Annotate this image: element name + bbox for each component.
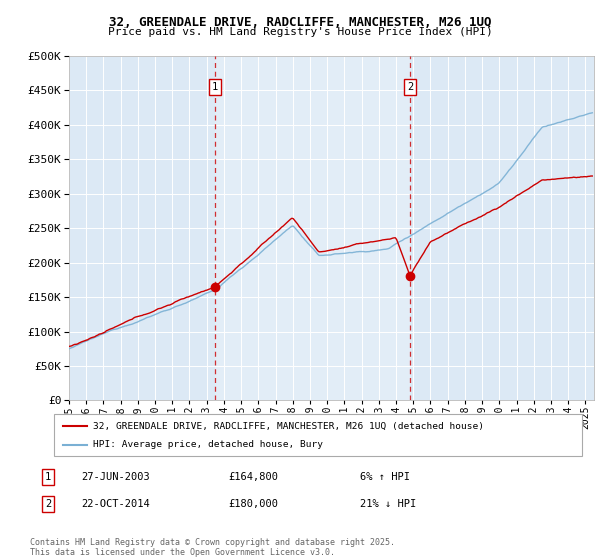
Text: 2: 2 [45, 499, 51, 509]
Text: 22-OCT-2014: 22-OCT-2014 [81, 499, 150, 509]
Text: 21% ↓ HPI: 21% ↓ HPI [360, 499, 416, 509]
Text: 1: 1 [212, 82, 218, 92]
Text: Price paid vs. HM Land Registry's House Price Index (HPI): Price paid vs. HM Land Registry's House … [107, 27, 493, 37]
Text: 27-JUN-2003: 27-JUN-2003 [81, 472, 150, 482]
Text: 1: 1 [45, 472, 51, 482]
Text: 2: 2 [407, 82, 413, 92]
Text: Contains HM Land Registry data © Crown copyright and database right 2025.
This d: Contains HM Land Registry data © Crown c… [30, 538, 395, 557]
Text: £180,000: £180,000 [228, 499, 278, 509]
Text: 6% ↑ HPI: 6% ↑ HPI [360, 472, 410, 482]
Text: 32, GREENDALE DRIVE, RADCLIFFE, MANCHESTER, M26 1UQ: 32, GREENDALE DRIVE, RADCLIFFE, MANCHEST… [109, 16, 491, 29]
Bar [215, 56, 410, 400]
Text: £164,800: £164,800 [228, 472, 278, 482]
Text: 32, GREENDALE DRIVE, RADCLIFFE, MANCHESTER, M26 1UQ (detached house): 32, GREENDALE DRIVE, RADCLIFFE, MANCHEST… [93, 422, 484, 431]
Text: HPI: Average price, detached house, Bury: HPI: Average price, detached house, Bury [93, 440, 323, 449]
